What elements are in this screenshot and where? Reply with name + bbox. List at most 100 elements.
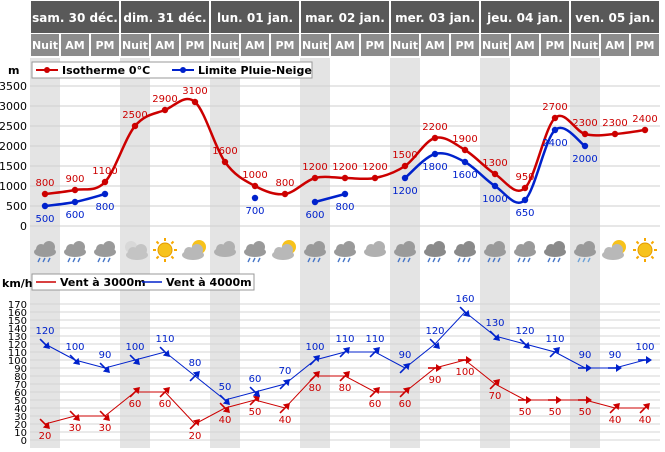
day-header-bg (481, 1, 569, 33)
rain-snow-point (431, 150, 439, 158)
rain-snow-point (341, 190, 349, 198)
rain-drop (457, 257, 461, 263)
storm-cloud-icon (424, 241, 446, 263)
cloud-shape (103, 241, 115, 253)
wind-3000-arrow (639, 403, 650, 414)
rain-drop (317, 257, 321, 263)
isotherm-point (371, 174, 379, 182)
wind-3000-label: 30 (99, 423, 112, 434)
rain-cloud-icon (244, 241, 266, 263)
wind-3000-label: 50 (549, 407, 562, 418)
rain-snow-label: 600 (65, 210, 84, 221)
wind-4000-label: 80 (189, 358, 202, 369)
isotherm-label: 1000 (242, 170, 267, 181)
cloud-shape (253, 241, 265, 253)
wind-4000-label: 110 (365, 334, 384, 345)
wind-tick-label: 170 (8, 300, 27, 311)
wind-4000-label: 100 (65, 342, 84, 353)
isotherm-label: 2900 (152, 94, 177, 105)
sun-icon (633, 238, 657, 262)
wind-tick-label: 140 (8, 324, 27, 335)
arrow-head (372, 347, 380, 355)
isotherm-label: 2200 (422, 122, 447, 133)
day-header-bg (31, 1, 119, 33)
day-header-bg (211, 1, 299, 33)
wind-4000-arrow (39, 338, 50, 349)
rain-snow-label: 1200 (392, 186, 417, 197)
wind-3000-label: 70 (489, 391, 502, 402)
period-header-bg (331, 34, 359, 56)
rain-drop (547, 257, 551, 263)
arrow-head (192, 371, 200, 379)
sun-ray (155, 255, 160, 260)
wind-3000-arrow (279, 403, 290, 414)
wind-3000-label: 80 (339, 383, 352, 394)
arrow-head (102, 413, 110, 421)
arrow-head (462, 309, 470, 317)
arrow-head (72, 357, 80, 365)
arrow-head (372, 387, 380, 395)
wind-4000-label: 130 (485, 318, 504, 329)
rain-snow-label: 700 (245, 206, 264, 217)
isotherm-point (551, 114, 559, 122)
wind-3000-arrow (189, 419, 200, 430)
arrow-head (526, 396, 532, 404)
rain-drop (487, 257, 491, 263)
arrow-head (132, 387, 140, 395)
isotherm-point (221, 158, 229, 166)
wind-3000-label: 20 (189, 431, 202, 442)
wind-3000-label: 40 (279, 415, 292, 426)
isotherm-label: 1300 (482, 158, 507, 169)
arrow-head (342, 371, 350, 379)
arrow-head (312, 371, 320, 379)
rain-drop (522, 257, 526, 263)
wind-3000-label: 50 (519, 407, 532, 418)
cloud-shape (313, 241, 325, 253)
arrow-head (102, 365, 110, 373)
cloud-shape (73, 241, 85, 253)
wind-tick-label: 150 (8, 316, 27, 327)
rain-drop (427, 257, 431, 263)
rain-snow-point (491, 182, 499, 190)
wind-4000-label: 90 (579, 350, 592, 361)
period-header-label: AM (605, 39, 624, 52)
rain-drop (42, 257, 46, 263)
wind-tick-label: 80 (14, 372, 27, 383)
isotherm-point (191, 98, 199, 106)
isotherm-point (131, 122, 139, 130)
arrow-head (312, 355, 320, 363)
isotherm-point (521, 184, 529, 192)
period-header-label: AM (245, 39, 264, 52)
wind-panel: km/h010203040506070809010011012013014015… (2, 273, 660, 447)
cloud-shape (343, 241, 355, 253)
moon-cloud-icon (125, 241, 148, 260)
wind-4000-label: 100 (305, 342, 324, 353)
wind-tick-label: 20 (14, 420, 27, 431)
rain-drop (492, 257, 496, 263)
isotherm-point (581, 130, 589, 138)
cloud-shape (403, 241, 415, 253)
arrow-head (586, 396, 592, 404)
rain-snow-point (311, 198, 319, 206)
arrow-head (552, 347, 560, 355)
period-header-label: PM (455, 39, 474, 52)
rain-snow-label: 1000 (482, 194, 507, 205)
altitude-panel: m 0 500 1000 1500 2000 2500 3000 3500 Isotherme 0… (0, 61, 660, 233)
wind-3000-label: 40 (639, 415, 652, 426)
wind-3000-arrow (159, 387, 170, 398)
wind-4000-arrow (519, 338, 530, 349)
sun-cloud-icon (602, 240, 626, 260)
wind-4000-arrow (638, 356, 652, 364)
cloud-shape (553, 241, 565, 253)
arrow-head (402, 387, 410, 395)
period-header-label: AM (155, 39, 174, 52)
day-header-label: mer. 03 jan. (395, 11, 475, 25)
wind-3000-label: 20 (39, 431, 52, 442)
wind-3000-arrow (39, 418, 50, 429)
period-header-label: PM (275, 39, 294, 52)
arrow-head (522, 341, 530, 349)
arrow-head (646, 356, 652, 364)
wind-4000-label: 60 (249, 374, 262, 385)
rain-drop (102, 257, 106, 263)
